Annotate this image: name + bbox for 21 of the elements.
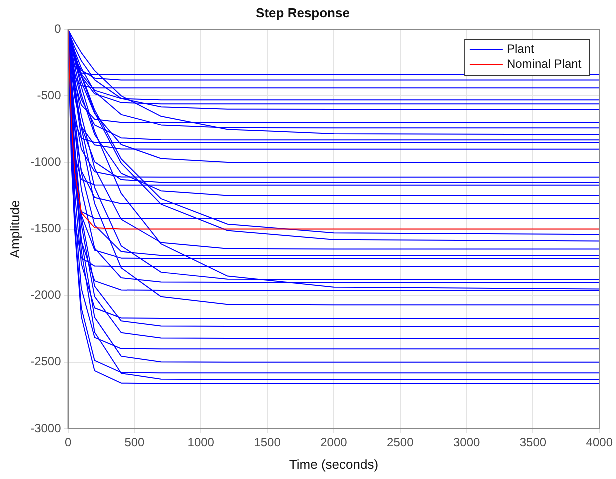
y-tick-label: 0: [54, 22, 62, 36]
x-tick-label: 3500: [520, 436, 547, 450]
y-tick-label: -1500: [30, 222, 62, 236]
x-tick-label: 2500: [387, 436, 414, 450]
legend-label: Plant: [506, 42, 535, 56]
x-tick-label: 1000: [188, 436, 215, 450]
x-tick-label: 2000: [320, 436, 348, 450]
x-tick-label: 4000: [586, 436, 614, 450]
x-tick-label: 500: [124, 436, 146, 450]
x-axis-title: Time (seconds): [289, 456, 379, 472]
y-tick-label: -3000: [30, 421, 62, 436]
y-axis-title: Amplitude: [7, 200, 22, 258]
x-tick-label: 3000: [453, 436, 480, 450]
x-tick-label: 1500: [254, 436, 282, 450]
chart-title: Step Response: [256, 5, 350, 20]
y-tick-label: -1000: [30, 155, 62, 170]
legend-label: Nominal Plant: [506, 56, 582, 71]
y-tick-label: -2000: [30, 288, 62, 302]
y-tick-label: -2500: [30, 354, 62, 369]
x-tick-label: 0: [64, 436, 72, 450]
y-tick-label: -500: [37, 88, 62, 102]
